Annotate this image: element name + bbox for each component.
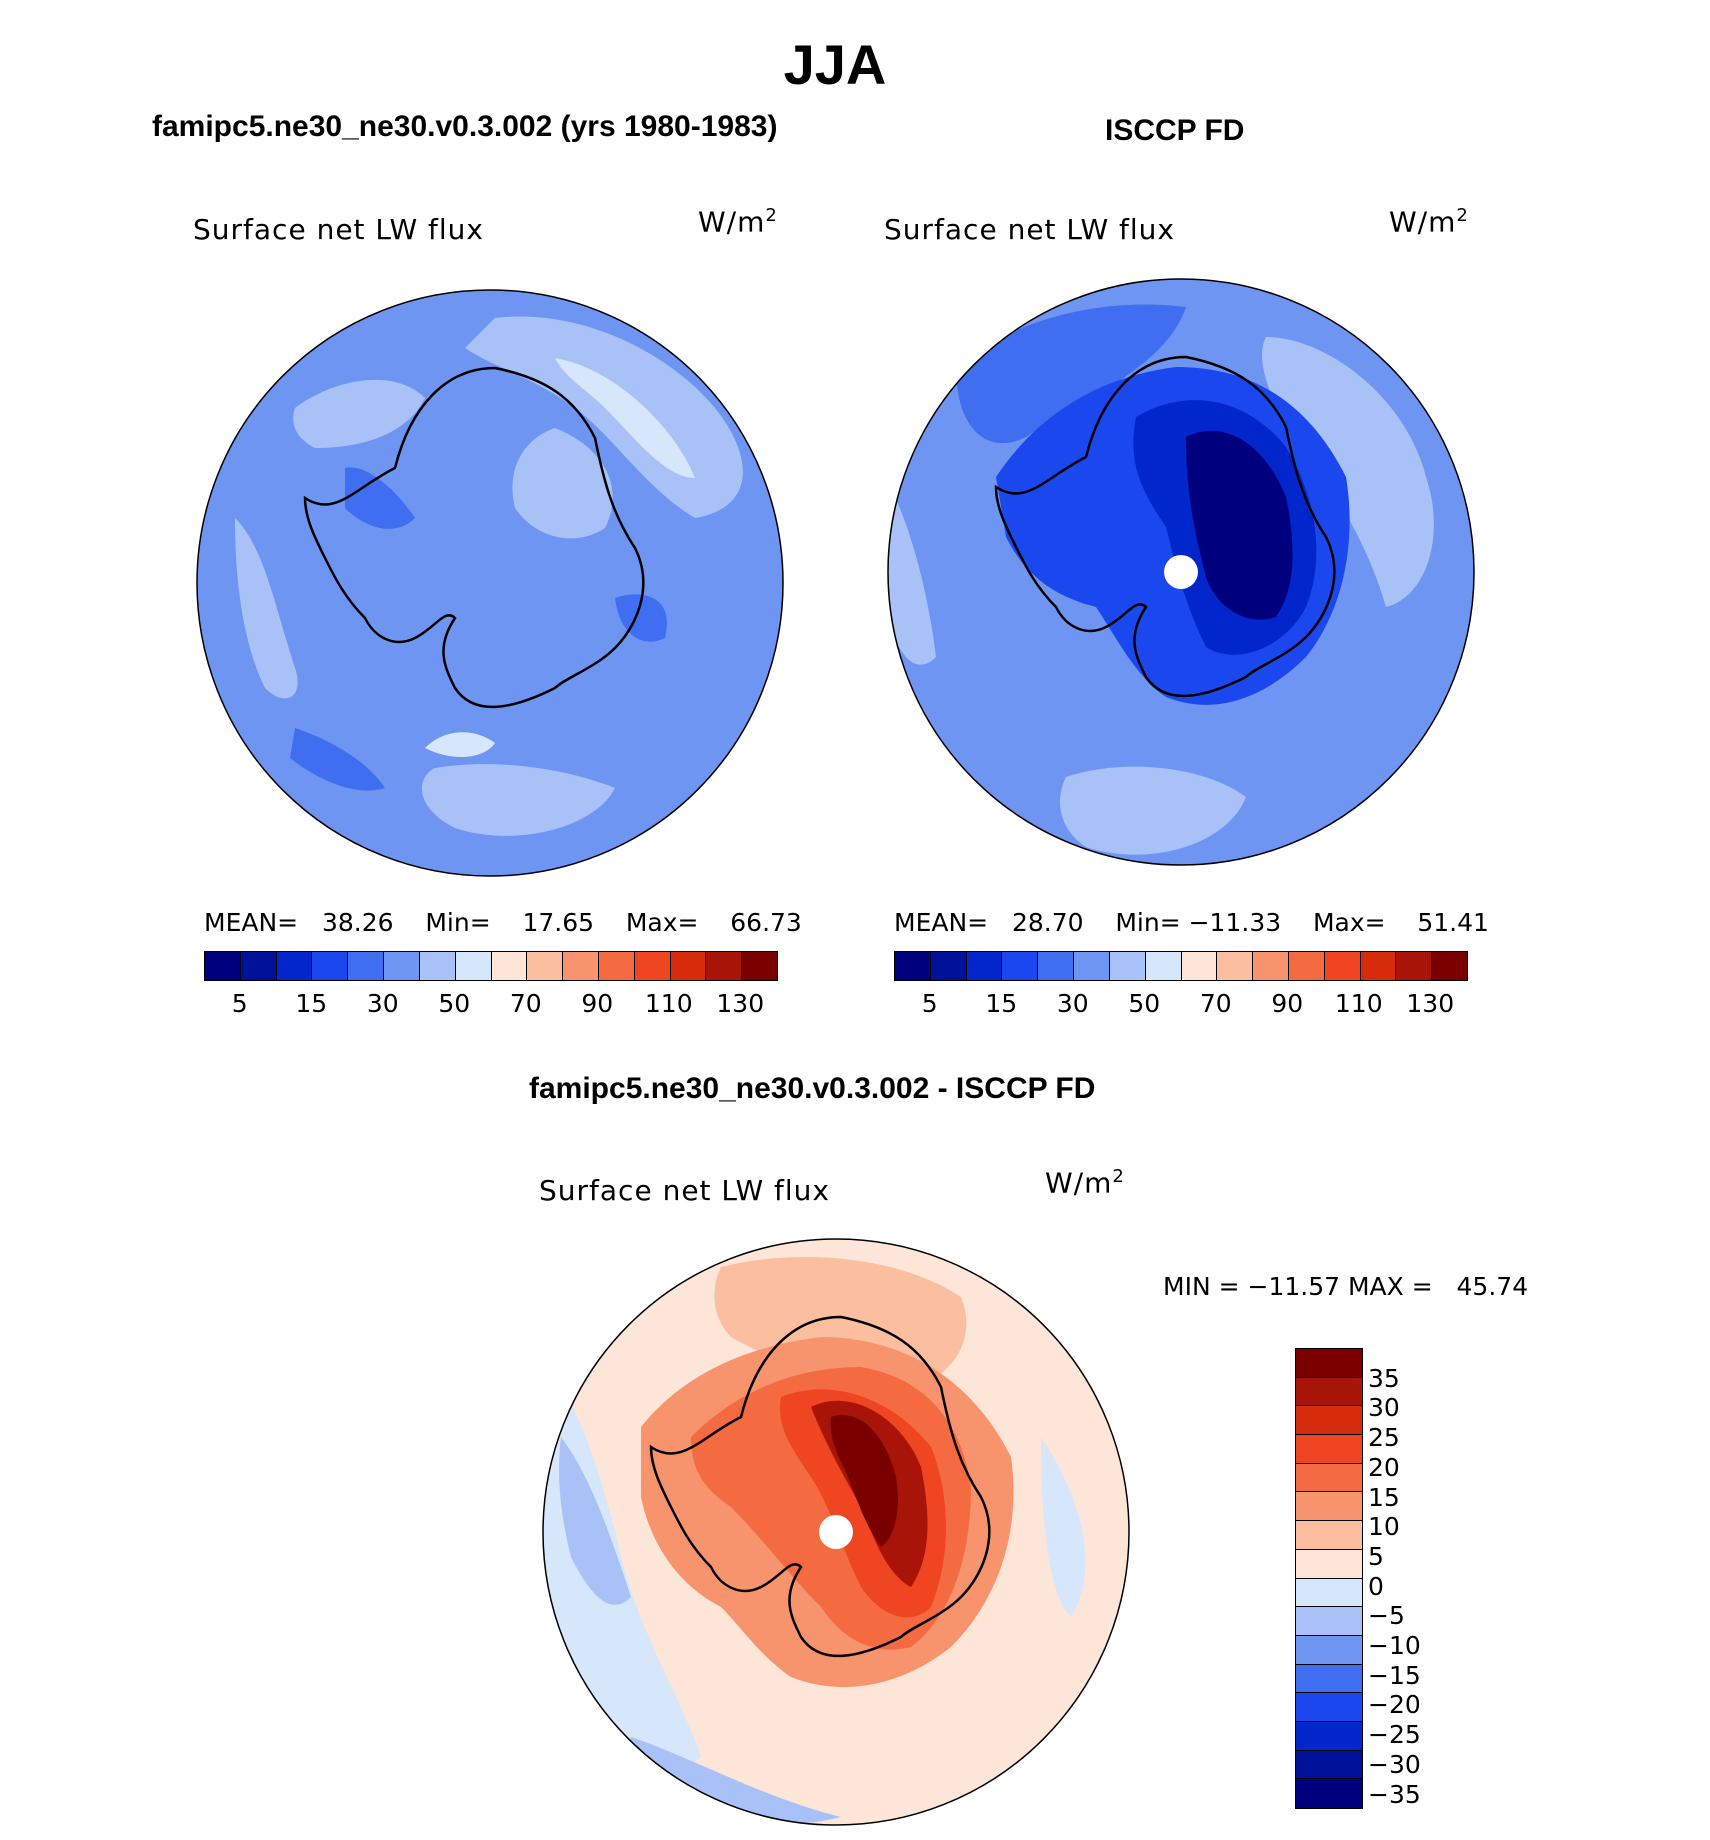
colorbar-swatch: [1396, 952, 1433, 980]
colorbar-tick-label: 30: [366, 989, 399, 1018]
colorbar-tick-label: 35: [1368, 1363, 1400, 1393]
colorbar-swatch: [563, 952, 599, 980]
colorbar-swatch: [276, 952, 313, 980]
colorbar-swatch: [1296, 1578, 1362, 1608]
colorbar-swatch: [706, 952, 743, 980]
colorbar-tick-label: 5: [231, 989, 248, 1018]
colorbar-swatch: [1296, 1664, 1362, 1694]
panel-1-colorbar: [204, 951, 778, 981]
colorbar-tick-label: 110: [1334, 989, 1383, 1018]
colorbar-tick-label: 30: [1368, 1393, 1400, 1423]
panel-3-map: [542, 1238, 1130, 1826]
colorbar-swatch: [1296, 1435, 1362, 1464]
panel-2-units: W/m2: [1389, 205, 1469, 239]
panel-2-variable: Surface net LW flux: [884, 213, 1175, 246]
colorbar-tick-label: −30: [1368, 1749, 1421, 1779]
panel-1-stats: MEAN= 38.26 Min= 17.65 Max= 66.73: [204, 908, 802, 937]
colorbar-tick-label: 70: [1199, 989, 1232, 1018]
colorbar-swatch: [1296, 1607, 1362, 1636]
colorbar-swatch: [527, 952, 564, 980]
panel-2-map: [887, 278, 1475, 866]
colorbar-tick-label: −10: [1368, 1631, 1421, 1660]
colorbar-tick-label: 5: [921, 989, 938, 1018]
colorbar-tick-label: 0: [1368, 1571, 1384, 1601]
colorbar-tick-label: −15: [1368, 1660, 1421, 1690]
colorbar-swatch: [742, 952, 777, 980]
colorbar-swatch: [1432, 952, 1467, 980]
colorbar-swatch: [1038, 952, 1075, 980]
colorbar-swatch: [1296, 1377, 1362, 1407]
colorbar-tick-label: 50: [438, 989, 471, 1018]
colorbar-tick-label: 15: [985, 989, 1018, 1018]
panel-3-colorbar: [1295, 1348, 1363, 1809]
colorbar-swatch: [1288, 952, 1325, 980]
colorbar-swatch: [491, 952, 528, 980]
colorbar-tick-label: 15: [1368, 1482, 1400, 1512]
colorbar-swatch: [1296, 1721, 1362, 1751]
colorbar-swatch: [205, 952, 241, 980]
colorbar-tick-label: 30: [1056, 989, 1089, 1018]
colorbar-swatch: [1296, 1492, 1362, 1522]
colorbar-swatch: [1296, 1549, 1362, 1579]
colorbar-swatch: [598, 952, 635, 980]
colorbar-swatch: [312, 952, 349, 980]
colorbar-tick-label: −25: [1368, 1720, 1421, 1750]
panel-3-units: W/m2: [1045, 1166, 1125, 1200]
colorbar-tick-label: 90: [581, 989, 614, 1018]
panel-2-colorbar: [894, 951, 1468, 981]
colorbar-tick-label: 70: [509, 989, 542, 1018]
colorbar-tick-label: −20: [1368, 1690, 1421, 1720]
colorbar-tick-label: 25: [1368, 1423, 1400, 1453]
colorbar-tick-label: 130: [1406, 989, 1455, 1018]
colorbar-tick-label: 110: [644, 989, 693, 1018]
colorbar-swatch: [1002, 952, 1039, 980]
colorbar-swatch: [1296, 1635, 1362, 1665]
panel-1-subtitle: famipc5.ne30_ne30.v0.3.002 (yrs 1980-198…: [152, 110, 778, 143]
panel-2-subtitle: ISCCP FD: [1105, 114, 1245, 147]
colorbar-swatch: [419, 952, 456, 980]
page-title: JJA: [783, 33, 887, 96]
colorbar-swatch: [966, 952, 1003, 980]
colorbar-swatch: [895, 952, 931, 980]
colorbar-tick-label: 5: [1368, 1541, 1384, 1571]
colorbar-swatch: [1074, 952, 1110, 980]
colorbar-swatch: [930, 952, 967, 980]
colorbar-swatch: [1145, 952, 1182, 980]
colorbar-swatch: [240, 952, 277, 980]
colorbar-swatch: [1181, 952, 1218, 980]
panel-3-subtitle: famipc5.ne30_ne30.v0.3.002 - ISCCP FD: [529, 1072, 1096, 1105]
panel-1-map: [196, 289, 784, 877]
panel-3-stats: MIN = −11.57 MAX = 45.74: [1163, 1272, 1529, 1301]
colorbar-swatch: [1296, 1779, 1362, 1808]
colorbar-swatch: [1109, 952, 1146, 980]
colorbar-swatch: [384, 952, 420, 980]
colorbar-tick-label: 10: [1368, 1512, 1400, 1542]
colorbar-swatch: [1296, 1750, 1362, 1780]
colorbar-tick-label: −35: [1368, 1779, 1421, 1809]
colorbar-tick-label: 90: [1271, 989, 1304, 1018]
colorbar-swatch: [1360, 952, 1397, 980]
colorbar-tick-label: 50: [1128, 989, 1161, 1018]
panel-3-variable: Surface net LW flux: [539, 1174, 830, 1207]
colorbar-swatch: [1296, 1521, 1362, 1550]
colorbar-swatch: [1217, 952, 1254, 980]
colorbar-swatch: [1296, 1693, 1362, 1722]
colorbar-swatch: [634, 952, 671, 980]
colorbar-tick-label: 15: [295, 989, 328, 1018]
colorbar-swatch: [1253, 952, 1289, 980]
panel-2-stats: MEAN= 28.70 Min= −11.33 Max= 51.41: [894, 908, 1489, 937]
colorbar-swatch: [1296, 1463, 1362, 1493]
colorbar-swatch: [1296, 1406, 1362, 1436]
colorbar-swatch: [670, 952, 707, 980]
colorbar-tick-label: 130: [716, 989, 765, 1018]
colorbar-tick-label: −5: [1368, 1601, 1405, 1631]
panel-1-units: W/m2: [698, 205, 778, 239]
colorbar-swatch: [348, 952, 385, 980]
colorbar-swatch: [1296, 1349, 1362, 1378]
colorbar-tick-label: 20: [1368, 1452, 1400, 1482]
colorbar-swatch: [1324, 952, 1361, 980]
panel-1-variable: Surface net LW flux: [193, 213, 484, 246]
colorbar-swatch: [455, 952, 492, 980]
